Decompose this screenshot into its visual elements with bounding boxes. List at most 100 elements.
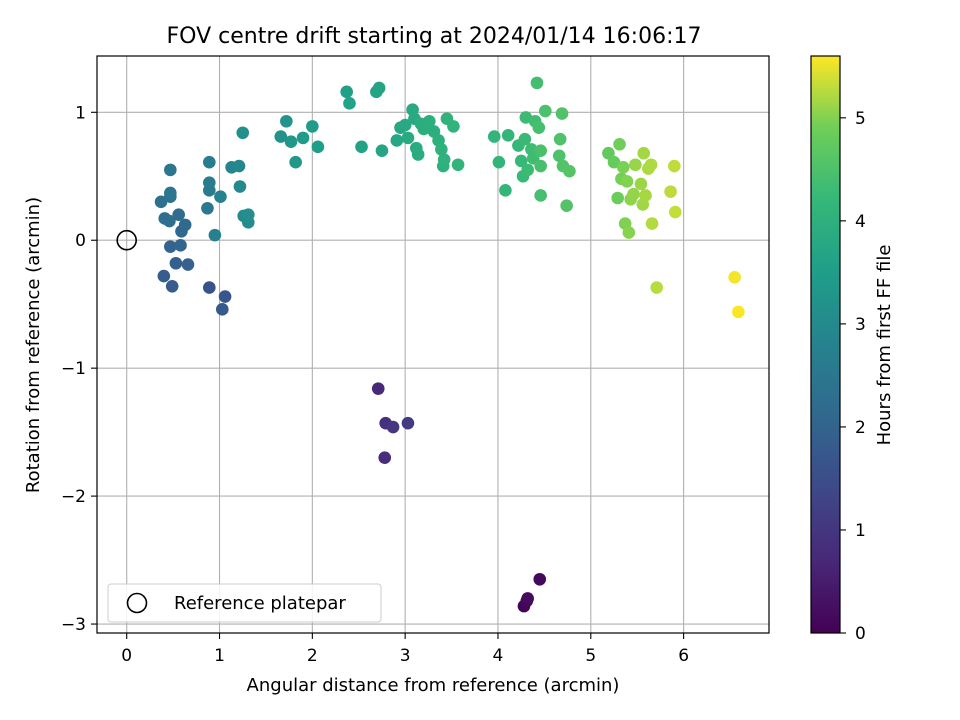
scatter-point	[487, 130, 501, 143]
scatter-point	[208, 228, 222, 242]
scatter-point	[274, 130, 288, 143]
scatter-point	[533, 572, 547, 586]
colorbar-ticks: 0 1 2 3 4 5	[840, 109, 866, 644]
scatter-point	[560, 199, 573, 212]
scatter-point	[398, 118, 412, 132]
scatter-point	[668, 159, 681, 173]
colorbar-tick-label: 1	[855, 521, 866, 541]
x-tick-label: 0	[121, 646, 132, 666]
scatter-point	[386, 420, 400, 434]
scatter-point	[371, 382, 385, 395]
colorbar-gradient	[811, 56, 840, 633]
scatter-point	[203, 176, 216, 189]
colorbar-tick-label: 0	[855, 624, 866, 644]
scatter-point	[611, 191, 625, 205]
scatter-point	[563, 164, 576, 178]
scatter-point	[280, 114, 293, 128]
legend-entry-label: Reference platepar	[174, 593, 346, 614]
colorbar-tick-label: 3	[855, 315, 866, 335]
scatter-point	[622, 226, 636, 239]
scatter-point	[518, 132, 532, 146]
scatter-point	[668, 205, 682, 219]
scatter-point	[501, 129, 515, 142]
scatter-point	[203, 155, 216, 169]
scatter-point	[492, 155, 506, 169]
scatter-point	[163, 214, 176, 228]
x-tick-label: 4	[493, 646, 504, 666]
scatter-point	[530, 76, 544, 90]
scatter-point	[644, 158, 658, 172]
scatter-point	[645, 217, 659, 230]
data-points	[154, 76, 745, 613]
scatter-point	[613, 137, 626, 151]
scatter-point	[178, 218, 192, 232]
scatter-point	[218, 290, 232, 303]
scatter-point	[620, 175, 634, 188]
scatter-point	[343, 97, 356, 110]
scatter-point	[514, 154, 528, 168]
scatter-point	[401, 131, 415, 145]
scatter-point	[499, 184, 512, 197]
colorbar-tick-label: 5	[855, 109, 866, 129]
y-tick-label: −3	[61, 615, 86, 635]
scatter-point	[232, 159, 246, 173]
x-tick-label: 1	[214, 646, 225, 666]
plot-area	[97, 56, 769, 633]
y-tick-label: 0	[75, 231, 86, 251]
colorbar-label: Hours from first FF file	[874, 245, 895, 446]
legend: Reference platepar	[107, 583, 382, 623]
scatter-point	[637, 146, 650, 160]
scatter-point	[311, 140, 325, 154]
scatter-point	[435, 143, 448, 156]
scatter-point	[521, 592, 534, 605]
colorbar-tick-label: 2	[855, 418, 866, 438]
x-tick-label: 3	[400, 646, 411, 666]
scatter-point	[732, 305, 745, 319]
x-axis-ticks: 0 1 2 3 4 5 6	[121, 633, 689, 666]
scatter-point	[629, 158, 642, 172]
scatter-point	[664, 185, 677, 198]
scatter-point	[728, 271, 741, 284]
chart-title: FOV centre drift starting at 2024/01/14 …	[167, 24, 702, 49]
y-axis-label: Rotation from reference (arcmin)	[23, 197, 44, 493]
scatter-point	[164, 240, 177, 253]
scatter-point	[164, 163, 177, 177]
scatter-point	[451, 158, 465, 172]
scatter-point	[214, 190, 227, 204]
legend-marker-open-circle	[126, 592, 148, 614]
scatter-point	[634, 177, 648, 191]
scatter-point	[201, 201, 214, 215]
scatter-point	[284, 135, 298, 149]
colorbar-frame	[810, 55, 841, 634]
scatter-point	[437, 153, 451, 166]
scatter-point	[553, 132, 567, 146]
scatter-point	[555, 107, 569, 120]
scatter-point	[203, 281, 216, 294]
y-tick-label: 1	[75, 103, 86, 123]
scatter-point	[532, 121, 546, 134]
scatter-point	[390, 134, 404, 147]
scatter-point	[616, 161, 630, 174]
scatter-point	[422, 114, 436, 128]
scatter-point	[174, 239, 187, 252]
colorbar-tick-label: 4	[855, 212, 866, 232]
scatter-point	[375, 144, 389, 157]
scatter-point	[650, 281, 663, 294]
scatter-point	[164, 186, 177, 200]
x-tick-label: 2	[307, 646, 318, 666]
scatter-point	[306, 120, 319, 133]
scatter-point	[296, 131, 310, 145]
reference-platepar-marker	[116, 229, 138, 251]
gridlines	[97, 56, 769, 633]
scatter-point	[627, 187, 640, 201]
scatter-point	[233, 180, 247, 193]
scatter-point	[521, 163, 534, 177]
scatter-point	[181, 258, 195, 271]
y-axis-ticks: −3 −2 −1 0 1	[61, 103, 97, 635]
scatter-point	[216, 303, 229, 316]
y-tick-label: −1	[61, 359, 86, 379]
scatter-point	[241, 208, 255, 221]
scatter-point	[378, 451, 392, 465]
scatter-point	[411, 148, 425, 161]
